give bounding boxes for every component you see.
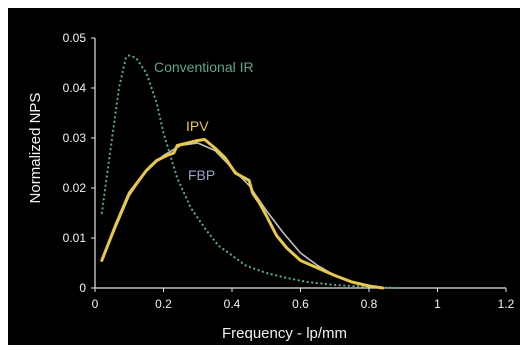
series-label-fbp: FBP <box>188 167 215 183</box>
y-tick-label: 0.05 <box>63 31 87 45</box>
x-axis-title: Frequency - lp/mm <box>222 325 347 342</box>
axes <box>94 38 506 289</box>
y-axis-title: Normalized NPS <box>27 93 44 204</box>
x-tick-label: 0.6 <box>292 297 309 311</box>
series-line-fbp <box>101 142 384 289</box>
y-tick-label: 0.04 <box>63 81 87 95</box>
chart-frame: 0 0.01 0.02 0.03 0.04 0.05 0 0.2 0.4 0.6 0.8 1 1.2 … <box>8 8 520 345</box>
x-tick-label: 0.8 <box>361 297 378 311</box>
series-label-conventional-ir: Conventional IR <box>154 59 254 75</box>
x-tick-label: 1.2 <box>498 297 515 311</box>
y-tick-label: 0.03 <box>63 131 87 145</box>
x-tick-label: 0 <box>92 297 99 311</box>
x-tick-label: 0.2 <box>155 297 172 311</box>
series-line-ipv <box>100 138 385 290</box>
y-tick-label: 0 <box>79 281 86 295</box>
x-tick-label: 1 <box>434 297 441 311</box>
series-lines <box>100 54 398 290</box>
y-tick-label: 0.01 <box>63 231 87 245</box>
series-label-ipv: IPV <box>186 118 209 134</box>
x-tick-label: 0.4 <box>224 297 241 311</box>
y-ticks: 0 0.01 0.02 0.03 0.04 0.05 <box>63 31 95 295</box>
nps-chart: 00.010.020.030.040.05 0 0.2 0.4 0.6 0.8 1 1.2 … <box>27 31 515 342</box>
x-ticks: 0 0.2 0.4 0.6 0.8 1 1.2 <box>92 288 515 311</box>
y-tick-label: 0.02 <box>63 181 87 195</box>
